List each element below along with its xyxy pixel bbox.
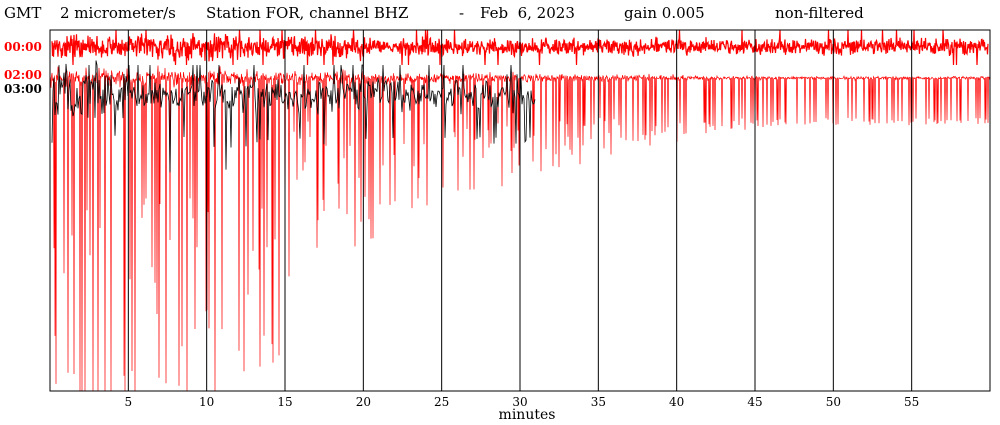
x-tick-label-50: 50 <box>826 395 841 409</box>
units-label: 2 micrometer/s <box>60 4 176 22</box>
trace-0300 <box>51 60 536 173</box>
station-label: Station FOR, channel BHZ <box>206 4 409 22</box>
plot-frame <box>49 29 991 392</box>
timezone-label: GMT <box>4 4 42 22</box>
x-axis-label: minutes <box>499 407 556 423</box>
x-tick-label-5: 5 <box>125 395 133 409</box>
x-tick-label-35: 35 <box>591 395 606 409</box>
x-tick-label-40: 40 <box>669 395 684 409</box>
x-tick-label-45: 45 <box>747 395 762 409</box>
row-label-0000: 00:00 <box>4 40 42 54</box>
x-tick-label-15: 15 <box>277 395 292 409</box>
x-tick-label-55: 55 <box>904 395 919 409</box>
x-tick-labels: 5 10 15 20 25 30 35 40 45 50 55 <box>125 395 920 409</box>
x-tick-label-10: 10 <box>199 395 214 409</box>
separator: - <box>459 4 465 22</box>
minute-gridlines <box>127 30 913 391</box>
filter-label: non-filtered <box>775 4 864 22</box>
date-label: Feb 6, 2023 <box>480 4 575 22</box>
gain-label: gain 0.005 <box>624 4 705 22</box>
row-label-0300: 03:00 <box>4 82 42 96</box>
row-label-0200: 02:00 <box>4 68 42 82</box>
x-tick-label-25: 25 <box>434 395 449 409</box>
x-tick-label-20: 20 <box>356 395 371 409</box>
chart-header: GMT 2 micrometer/s Station FOR, channel … <box>4 4 994 26</box>
x-tick-label-30: 30 <box>512 395 527 409</box>
